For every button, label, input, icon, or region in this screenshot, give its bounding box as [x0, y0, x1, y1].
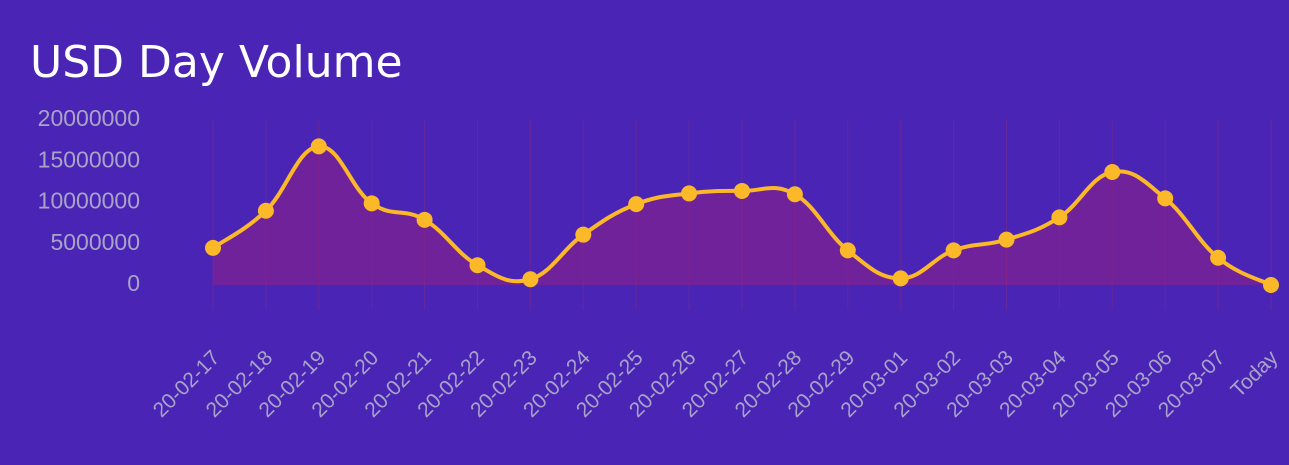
- point: [681, 185, 698, 202]
- point: [416, 211, 433, 228]
- point: [628, 196, 645, 213]
- point: [1157, 190, 1174, 207]
- point: [1210, 249, 1227, 266]
- point: [1051, 209, 1068, 226]
- point: [892, 270, 909, 287]
- y-tick-label: 15000000: [38, 146, 140, 172]
- y-tick-label: 5000000: [50, 229, 140, 255]
- y-tick-label: 20000000: [38, 105, 140, 131]
- chart-title: USD Day Volume: [30, 37, 403, 88]
- point: [998, 231, 1015, 248]
- area: [213, 146, 1271, 285]
- point: [839, 242, 856, 259]
- point: [575, 226, 592, 243]
- point: [469, 257, 486, 274]
- point: [734, 182, 750, 199]
- point: [786, 186, 803, 203]
- point: [1104, 163, 1121, 180]
- point: [945, 242, 962, 259]
- point: [522, 271, 539, 288]
- y-tick-label: 0: [127, 270, 140, 296]
- point: [205, 239, 221, 256]
- y-tick-label: 10000000: [38, 188, 140, 214]
- point: [310, 138, 327, 155]
- point: [1263, 277, 1279, 293]
- point: [257, 202, 274, 219]
- point: [363, 195, 380, 212]
- x-tick-label: Today: [1227, 346, 1283, 402]
